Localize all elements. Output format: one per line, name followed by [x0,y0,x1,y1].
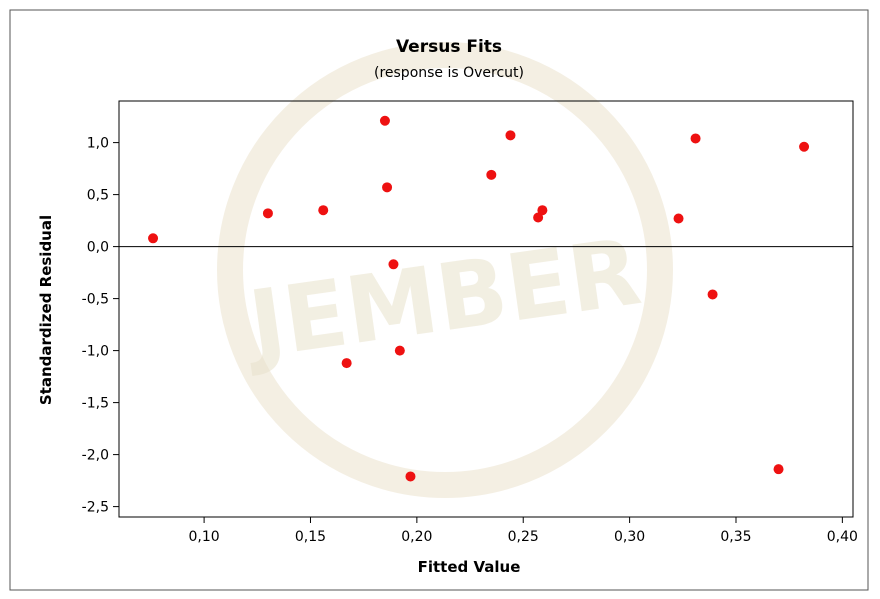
y-tick-label: -2,5 [82,500,109,516]
y-tick-label: 0,0 [87,240,109,256]
y-tick-label: 0,5 [87,188,109,204]
plot-area: 0,10 0,15 0,20 0,25 0,30 0,35 0,40 1,0 0,5 0,0 -0,… [82,100,858,545]
data-point [318,205,329,216]
y-tick-label: -1,0 [82,344,109,360]
chart-subtitle: (response is Overcut) [374,65,524,81]
watermark-ring [217,42,673,498]
data-point [379,115,390,126]
x-tick-label: 0,15 [295,529,326,545]
data-point [673,213,684,224]
plot-frame [118,100,854,518]
data-point [405,471,416,482]
data-point [537,205,548,216]
data-point [707,289,718,300]
x-tick-label: 0,30 [614,529,645,545]
outer-frame [9,9,869,591]
x-tick-label: 0,35 [720,529,751,545]
data-point [505,130,516,141]
x-tick-label: 0,10 [189,529,220,545]
y-tick-label: -0,5 [82,292,109,308]
data-point [148,233,159,244]
y-tick-label: -1,5 [82,396,109,412]
x-axis-label: Fitted Value [418,558,521,576]
data-point [382,182,393,193]
x-tick-label: 0,40 [827,529,858,545]
data-point [394,345,405,356]
chart-title: Versus Fits [396,37,502,57]
data-point [533,212,544,223]
data-point [486,169,497,180]
x-tick-label: 0,20 [401,529,432,545]
data-point [690,133,701,144]
data-point [388,259,399,270]
y-tick-label: 1,0 [87,136,109,152]
x-tick-label: 0,25 [508,529,539,545]
data-point [341,358,352,369]
data-point [799,141,810,152]
y-tick-label: -2,0 [82,448,109,464]
data-point [773,464,784,475]
y-axis-label: Standardized Residual [37,215,55,405]
data-point [262,208,273,219]
